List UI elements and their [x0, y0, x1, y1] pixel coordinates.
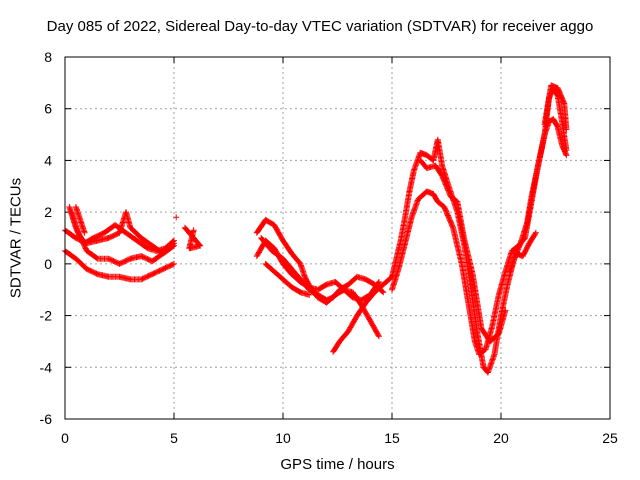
data-marks	[258, 235, 387, 304]
y-tick-label: -4	[40, 359, 53, 375]
x-tick-label: 5	[170, 430, 178, 446]
x-tick-label: 25	[602, 430, 618, 446]
y-tick-label: 4	[44, 152, 52, 168]
series-arc-6	[173, 214, 180, 221]
x-tick-label: 20	[493, 430, 509, 446]
series-arc-5	[72, 204, 88, 236]
tick-labels: 0 5 10 15 20 25 -6 -4 -2 0 2 4 6 8	[40, 49, 618, 446]
series-arc-10	[258, 235, 387, 304]
data-marks	[506, 229, 539, 275]
series-arc-14	[417, 157, 509, 345]
chart-title: Day 085 of 2022, Sidereal Day-to-day VTE…	[46, 18, 594, 35]
y-tick-label: 8	[44, 49, 52, 65]
plot-frame	[64, 56, 611, 420]
y-tick-label: -2	[40, 308, 53, 324]
x-tick-label: 15	[384, 430, 400, 446]
x-tick-label: 0	[61, 430, 69, 446]
series-arc-7	[181, 224, 204, 252]
series-arc-16	[541, 82, 570, 133]
data-marks	[68, 209, 177, 254]
series-arc-15	[506, 229, 539, 275]
series-arc-11	[262, 260, 313, 298]
y-tick-label: 0	[44, 256, 52, 272]
y-tick-label: 6	[44, 101, 52, 117]
x-axis-label: GPS time / hours	[280, 456, 395, 473]
y-tick-label: 2	[44, 204, 52, 220]
y-axis-label: SDTVAR / TECUs	[7, 177, 25, 299]
data-marks	[541, 82, 570, 133]
y-tick-label: -6	[40, 411, 53, 427]
x-tick-label: 10	[275, 430, 291, 446]
data-marks	[72, 204, 88, 236]
data-points	[62, 82, 570, 376]
data-marks	[262, 260, 313, 298]
data-marks	[181, 224, 204, 252]
data-marks	[173, 214, 180, 221]
series-arc-4	[68, 209, 177, 254]
data-marks	[417, 157, 509, 345]
